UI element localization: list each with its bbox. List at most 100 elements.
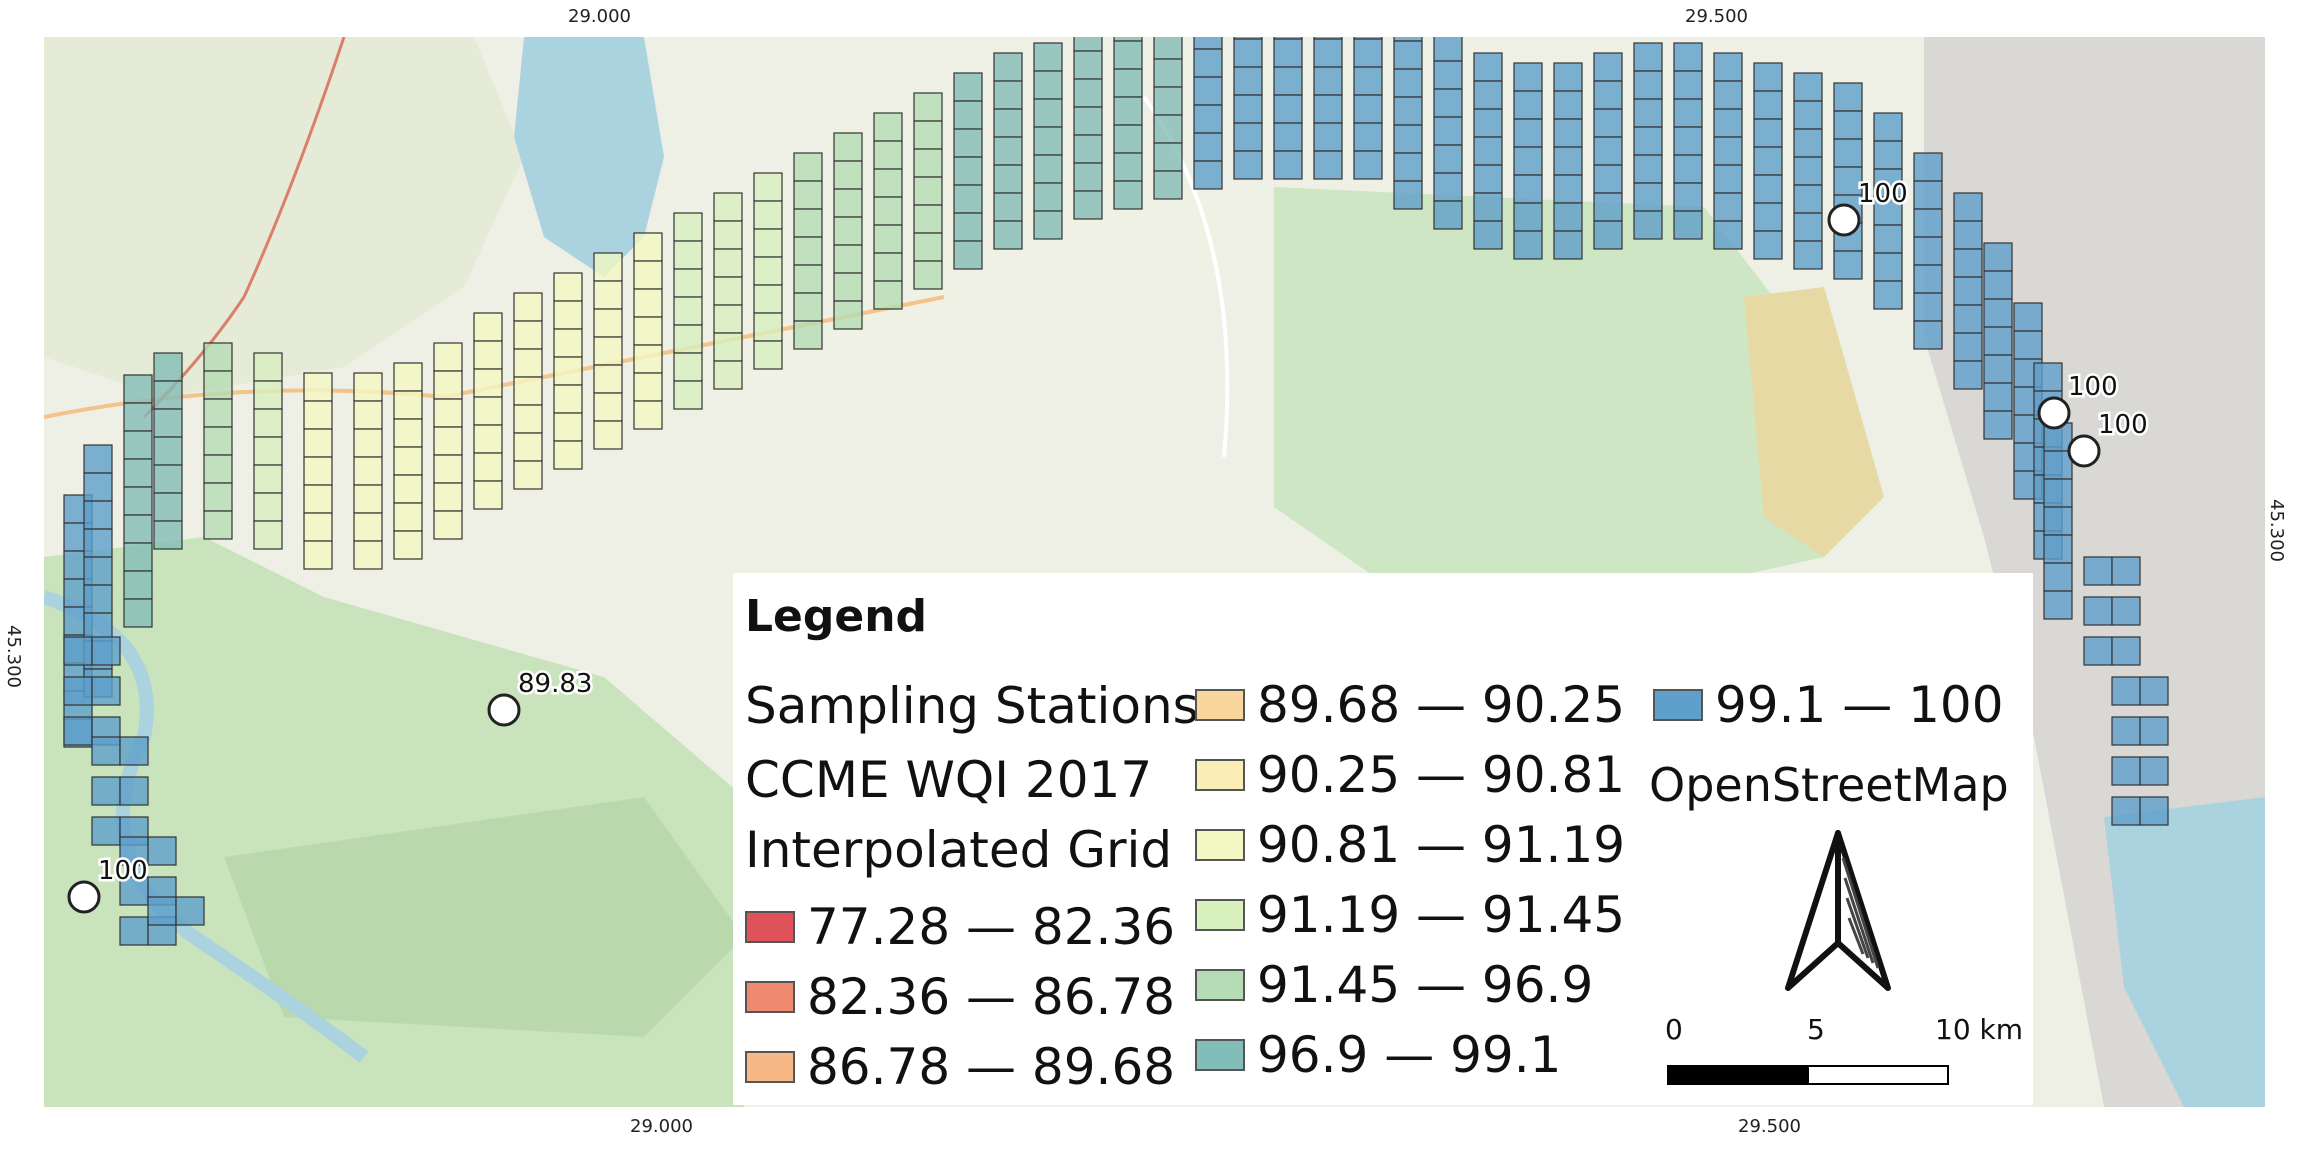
scale-tick-label: 10 km [1935, 1013, 2024, 1046]
scale-bar-white-segment [1807, 1065, 1949, 1085]
grid-cell [513, 348, 543, 378]
grid-cell [753, 256, 783, 286]
legend-item: 89.68 — 90.25 [1195, 676, 1625, 734]
grid-cell [1793, 156, 1823, 186]
grid-cell [1153, 58, 1183, 88]
grid-cell [1393, 152, 1423, 182]
interpolated-grid-layer [63, 37, 2169, 946]
grid-cell [553, 384, 583, 414]
grid-cell [1753, 146, 1783, 176]
grid-cell [303, 512, 333, 542]
grid-cell [1473, 192, 1503, 222]
grid-cell [1273, 150, 1303, 180]
grid-cell [1513, 118, 1543, 148]
sampling-station-marker[interactable] [1827, 203, 1861, 237]
grid-cell [1153, 114, 1183, 144]
lake [2104, 797, 2265, 1107]
grid-cell [1953, 248, 1983, 278]
grid-cell [593, 280, 623, 310]
grid-cell [203, 426, 233, 456]
grid-cell [1273, 66, 1303, 96]
grid-cell [1913, 292, 1943, 322]
grid-cell [303, 456, 333, 486]
grid-cell [953, 72, 983, 102]
grid-cell [1793, 72, 1823, 102]
grid-cell [1753, 62, 1783, 92]
grid-cell [713, 332, 743, 362]
legend-item: 91.45 — 96.9 [1195, 956, 1593, 1014]
grid-cell [203, 370, 233, 400]
grid-cell [119, 916, 149, 946]
grid-cell [1593, 52, 1623, 82]
grid-cell [953, 184, 983, 214]
grid-cell [2111, 556, 2141, 586]
sampling-station-marker[interactable] [67, 880, 101, 914]
grid-cell [993, 136, 1023, 166]
grid-cell [1553, 174, 1583, 204]
grid-cell [1713, 80, 1743, 110]
grid-cell [633, 372, 663, 402]
grid-cell [473, 452, 503, 482]
grid-cell [1113, 96, 1143, 126]
grid-cell [353, 372, 383, 402]
grid-cell [833, 216, 863, 246]
grid-cell [1233, 94, 1263, 124]
grid-cell [1983, 326, 2013, 356]
grid-cell [1913, 236, 1943, 266]
legend-basemap-label: OpenStreetMap [1649, 758, 2009, 812]
grid-cell [873, 196, 903, 226]
grid-cell [793, 264, 823, 294]
grid-cell [1553, 90, 1583, 120]
scale-tick-label: 0 [1665, 1013, 1683, 1046]
grid-cell [203, 398, 233, 428]
grid-cell [147, 896, 177, 926]
road [142, 37, 346, 419]
grid-cell [1793, 100, 1823, 130]
grid-cell [123, 402, 153, 432]
grid-cell [833, 244, 863, 274]
bottom-coordinate-label: 29.000 [630, 1116, 693, 1137]
grid-cell [593, 364, 623, 394]
grid-cell [123, 374, 153, 404]
grid-cell [123, 542, 153, 572]
sampling-station-marker[interactable] [2037, 396, 2071, 430]
grid-cell [1353, 66, 1383, 96]
grid-cell [1353, 122, 1383, 152]
grid-cell [1983, 298, 2013, 328]
grid-cell [1553, 202, 1583, 232]
grid-cell [673, 240, 703, 270]
grid-cell [793, 292, 823, 322]
grid-cell [2043, 562, 2073, 592]
grid-cell [1593, 192, 1623, 222]
grid-cell [513, 376, 543, 406]
grid-cell [793, 320, 823, 350]
grid-cell [119, 836, 149, 866]
grid-cell [2083, 596, 2113, 626]
grid-cell [1193, 76, 1223, 106]
grid-cell [1433, 200, 1463, 230]
grid-cell [1873, 280, 1903, 310]
grid-cell [913, 92, 943, 122]
grid-cell [1873, 224, 1903, 254]
sampling-station-marker[interactable] [2067, 434, 2101, 468]
grid-cell [433, 482, 463, 512]
grid-cell [123, 514, 153, 544]
grid-cell [953, 212, 983, 242]
grid-cell [833, 160, 863, 190]
grid-cell [1393, 124, 1423, 154]
grid-cell [1513, 202, 1543, 232]
grid-cell [1113, 180, 1143, 210]
right-coordinate-label: 45.300 [2265, 499, 2287, 562]
grid-cell [203, 510, 233, 540]
sampling-station-marker[interactable] [487, 693, 521, 727]
map-svg[interactable]: 100 89.83 100 100 100 [44, 37, 2265, 1107]
grid-cell [913, 204, 943, 234]
legend-sampling-stations-label: Sampling Stations [745, 677, 1199, 735]
grid-cell [1393, 96, 1423, 126]
grid-cell [153, 520, 183, 550]
grid-cell [753, 312, 783, 342]
map-canvas[interactable]: 100 89.83 100 100 100 [44, 37, 2265, 1107]
grid-cell [2139, 716, 2169, 746]
grid-cell [123, 486, 153, 516]
grid-cell [1953, 360, 1983, 390]
